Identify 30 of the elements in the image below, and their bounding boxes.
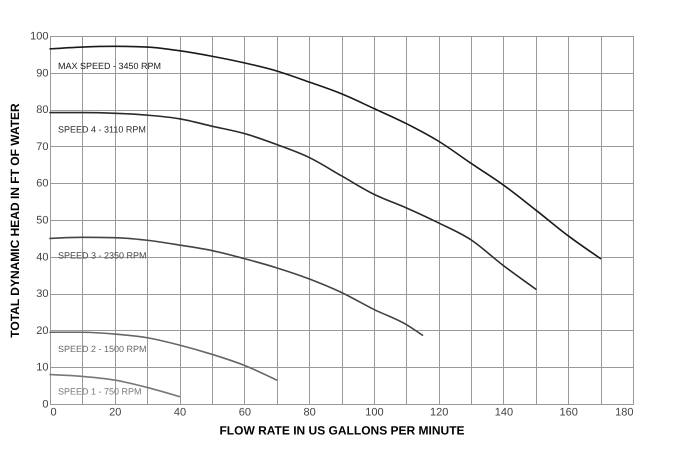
y-tick-label: 20 [36,324,48,337]
y-tick-label: 60 [36,178,48,190]
y-tick-label: 30 [36,288,48,300]
x-axis-title: FLOW RATE IN US GALLONS PER MINUTE [219,424,465,438]
y-tick-label: 80 [36,104,48,116]
x-tick-label: 180 [615,406,634,418]
x-tick-label: 100 [365,406,384,418]
x-tick-label: 120 [430,406,448,418]
x-tick-label: 40 [174,406,186,418]
series-label: MAX SPEED - 3450 RPM [58,60,162,71]
y-tick-label: 70 [36,140,48,153]
y-axis-title: TOTAL DYNAMIC HEAD IN FT OF WATER [8,102,22,338]
y-tick-label: 90 [36,67,48,80]
y-tick-label: 50 [36,214,48,226]
x-tick-label: 60 [238,406,251,418]
line-series [49,112,537,290]
line-series [49,236,424,336]
x-tick-label: 160 [560,406,578,418]
series-label: SPEED 3 - 2350 RPM [58,250,147,260]
x-tick-label: 80 [303,406,316,418]
line-series [49,46,602,260]
y-tick-label: 10 [36,362,48,374]
line-series [49,331,278,381]
y-tick-label: 100 [30,30,48,42]
series-label: SPEED 4 - 3110 RPM [58,124,146,135]
x-tick-label: 20 [109,406,122,418]
x-tick-label: 0 [50,406,57,418]
y-tick-label: 40 [36,251,48,264]
y-tick-label: 0 [42,398,48,410]
x-tick-label: 140 [494,406,514,418]
